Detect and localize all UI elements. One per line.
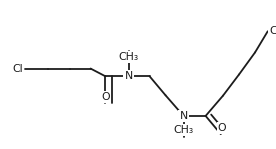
Text: O: O (101, 92, 110, 102)
Text: CH₃: CH₃ (174, 125, 193, 135)
Text: N: N (124, 71, 133, 81)
Text: O: O (218, 123, 227, 133)
Text: Cl: Cl (13, 63, 23, 74)
Text: CH₃: CH₃ (119, 52, 139, 62)
Text: Cl: Cl (269, 26, 276, 36)
Text: N: N (179, 111, 188, 121)
